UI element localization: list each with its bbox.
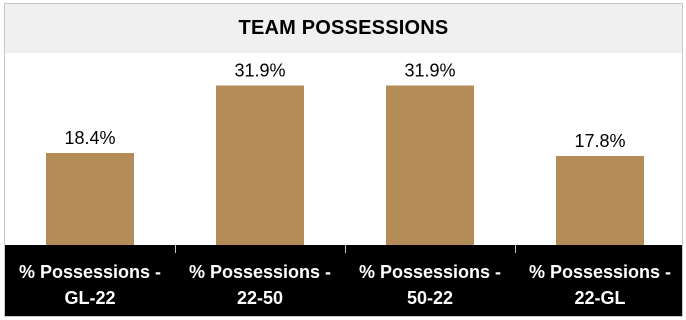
category-label-line: GL-22: [64, 288, 116, 308]
bar-1: [46, 153, 134, 245]
bar-value-label-3: 31.9%: [404, 61, 455, 81]
bar-4: [556, 156, 644, 245]
category-label-line: % Possessions -: [18, 262, 162, 282]
category-label-line: % Possessions -: [528, 262, 672, 282]
bar-3: [386, 85, 474, 245]
category-label-1: % Possessions - GL-22: [5, 259, 175, 311]
bar-chart-svg: 18.4% 31.9% 31.9% 17.8%: [46, 61, 644, 245]
category-label-line: 22-GL: [574, 288, 626, 308]
bar-2: [216, 85, 304, 245]
plot-area: 18.4% 31.9% 31.9% 17.8%: [5, 53, 682, 249]
category-label-line: % Possessions -: [358, 262, 502, 282]
bar-value-label-2: 31.9%: [234, 61, 285, 81]
category-label-2: % Possessions - 22-50: [175, 259, 345, 311]
category-label-line: 22-50: [236, 288, 284, 308]
x-axis-band: % Possessions - GL-22 % Possessions - 22-50…: [5, 245, 682, 316]
chart-frame: TEAM POSSESSIONS 18.4% 31.9% 31.9% 17.8% % …: [4, 3, 683, 317]
category-label-4: % Possessions - 22-GL: [515, 259, 682, 311]
category-label-line: 50-22: [406, 288, 454, 308]
chart-title: TEAM POSSESSIONS: [5, 4, 682, 53]
category-label-3: % Possessions - 50-22: [345, 259, 515, 311]
bar-value-label-1: 18.4%: [64, 128, 115, 148]
x-axis-tick: [175, 245, 176, 253]
x-axis-tick: [345, 245, 346, 253]
bar-value-label-4: 17.8%: [574, 131, 625, 151]
x-axis-tick: [515, 245, 516, 253]
category-label-line: % Possessions -: [188, 262, 332, 282]
